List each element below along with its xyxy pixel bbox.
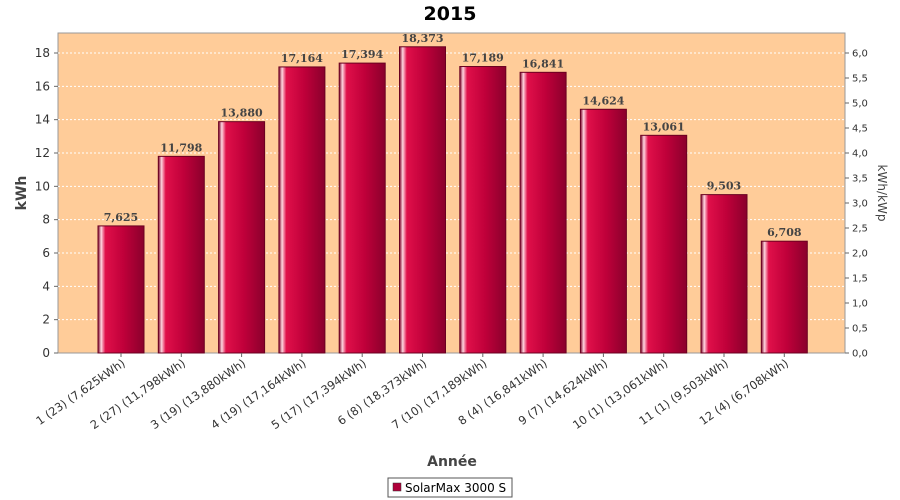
y2-tick-label: 5,0 <box>852 99 868 110</box>
y2-tick-label: 5,5 <box>852 74 868 85</box>
bar <box>760 240 808 354</box>
y2-tick-label: 3,0 <box>852 199 868 210</box>
y2-tick-label: 6,0 <box>852 49 868 60</box>
y-tick-label: 14 <box>35 113 50 127</box>
y2-tick-label: 1,5 <box>852 274 868 285</box>
legend-swatch <box>392 482 402 492</box>
y2-tick-label: 2,0 <box>852 249 868 260</box>
y2-tick-label: 4,5 <box>852 124 868 135</box>
bar <box>519 71 567 354</box>
bar <box>399 46 446 354</box>
gridlines <box>58 52 845 321</box>
bar <box>218 121 266 354</box>
bar <box>157 155 205 354</box>
data-label: 13,061 <box>643 120 685 133</box>
bar <box>640 134 688 354</box>
x-axis-ticks: 1 (23) (7,625kWh)2 (27) (11,798kWh)3 (19… <box>33 353 791 432</box>
y2-tick-label: 0,0 <box>852 349 868 360</box>
right-axis-ticks: 0,0 0,5 1,0 1,5 2,0 2,5 3,0 3,5 4,0 4,5 5,0 5,5 6,0 <box>845 49 868 360</box>
x-axis-label: Année <box>427 454 477 470</box>
data-label: 13,880 <box>221 107 263 120</box>
y2-tick-label: 2,5 <box>852 224 868 235</box>
y-tick-label: 0 <box>42 346 50 360</box>
y2-tick-label: 1,0 <box>852 299 868 310</box>
legend: SolarMax 3000 S <box>387 477 513 498</box>
bar <box>97 225 145 354</box>
left-axis-ticks: 0 2 4 6 8 10 12 14 16 18 <box>35 46 58 360</box>
bar <box>579 108 627 354</box>
bar <box>700 194 748 354</box>
y2-tick-label: 4,0 <box>852 149 868 160</box>
legend-label: SolarMax 3000 S <box>405 481 506 495</box>
data-label: 14,624 <box>582 94 624 107</box>
y-tick-label: 4 <box>42 279 50 293</box>
data-label: 6,708 <box>767 226 802 239</box>
bar <box>459 66 507 354</box>
y2-tick-label: 3,5 <box>852 174 868 185</box>
y2-tick-label: 0,5 <box>852 324 868 335</box>
data-label: 7,625 <box>104 211 138 224</box>
bars <box>97 46 808 354</box>
y-tick-label: 8 <box>42 213 50 227</box>
y-tick-label: 18 <box>35 46 50 60</box>
y-tick-label: 16 <box>35 79 50 93</box>
data-label: 9,503 <box>707 180 741 193</box>
y-tick-label: 12 <box>35 146 50 160</box>
data-labels: 7,625 11,798 13,880 17,164 17,394 18,373 17,18… <box>104 32 802 239</box>
y-axis-label: kWh <box>14 176 30 211</box>
chart-title: 2015 <box>424 3 477 25</box>
data-label: 18,373 <box>401 32 443 45</box>
data-label: 17,189 <box>462 52 504 65</box>
data-label: 11,798 <box>160 141 202 154</box>
y-tick-label: 6 <box>42 246 50 260</box>
data-label: 17,164 <box>281 52 323 65</box>
y-tick-label: 10 <box>35 179 50 193</box>
y-tick-label: 2 <box>42 313 50 327</box>
data-label: 17,394 <box>341 48 383 61</box>
bar <box>278 66 326 354</box>
y2-axis-label: kWh/kWp <box>875 165 889 222</box>
data-label: 16,841 <box>522 57 564 70</box>
bar <box>338 62 386 354</box>
